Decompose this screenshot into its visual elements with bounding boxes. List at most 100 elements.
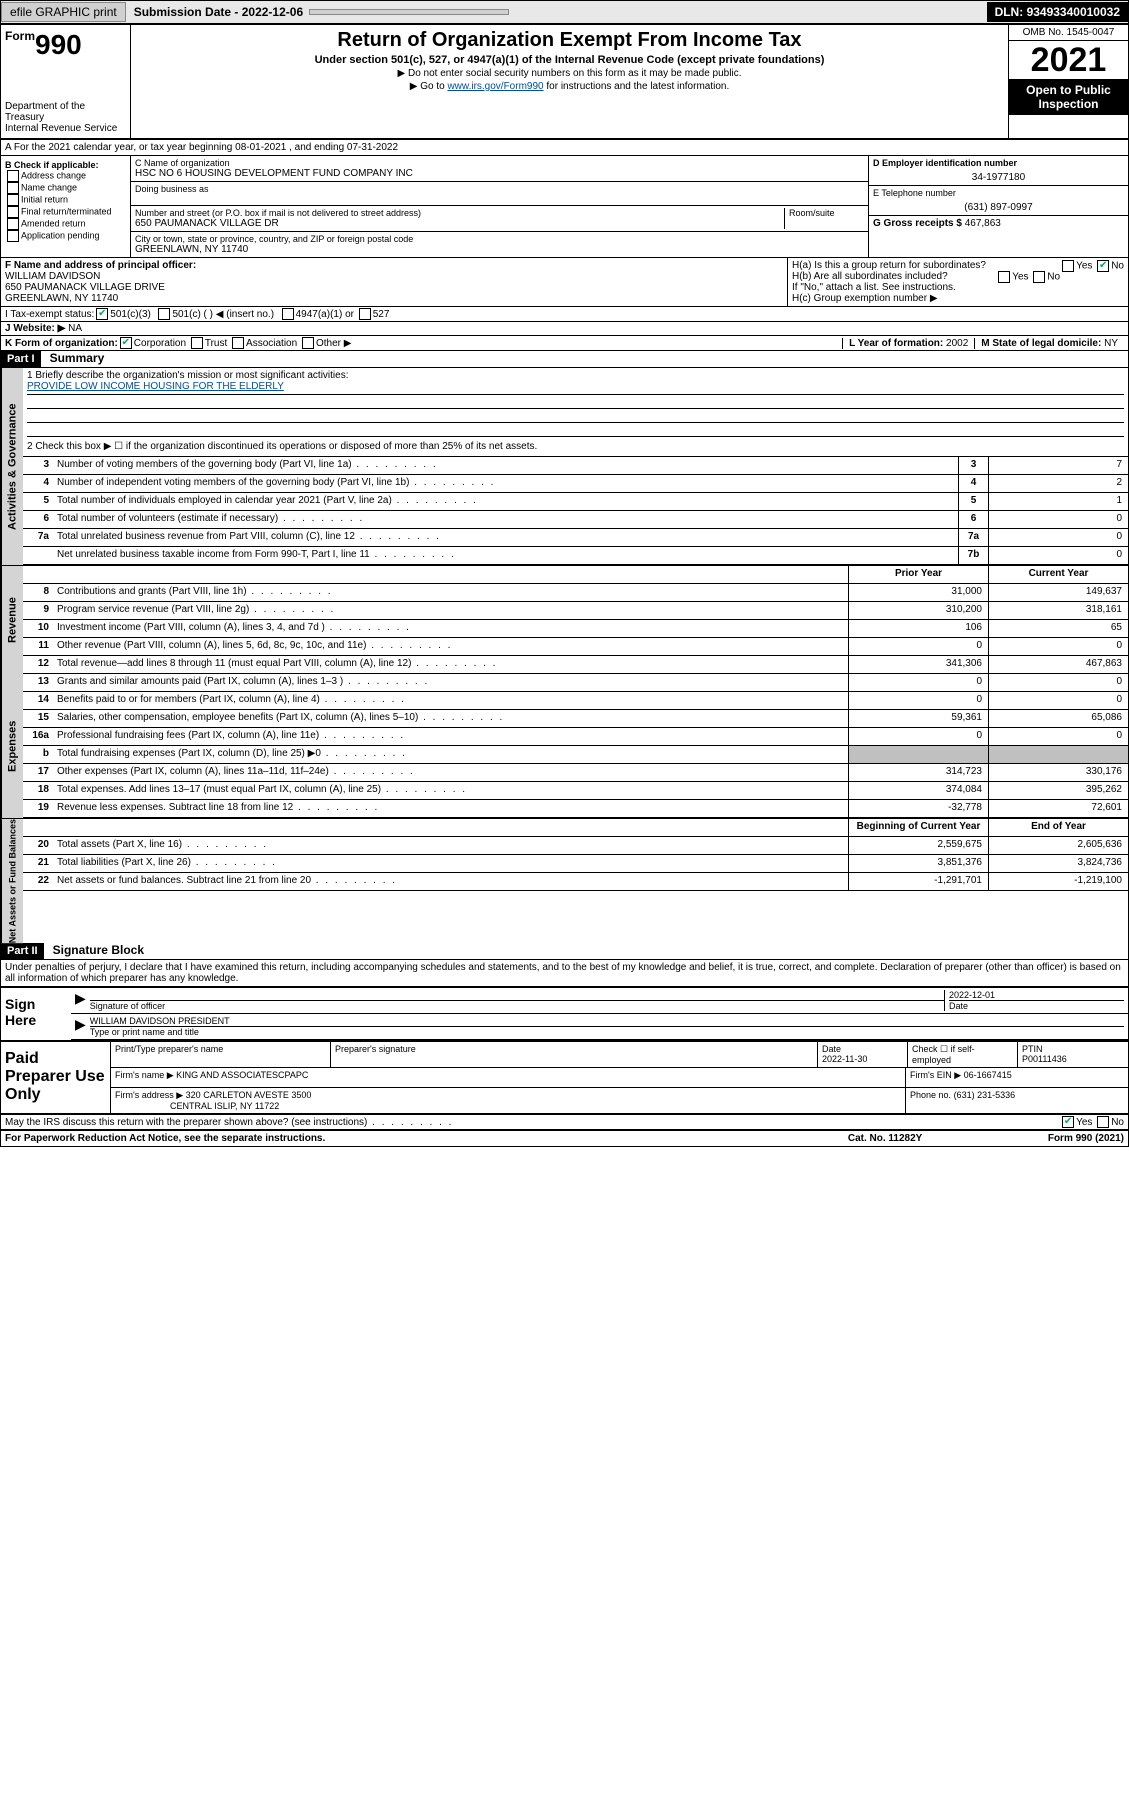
cb-501c[interactable] [158, 308, 170, 320]
header-center: Return of Organization Exempt From Incom… [131, 25, 1008, 138]
table-row: 3Number of voting members of the governi… [23, 457, 1128, 475]
paid-preparer-row: Paid Preparer Use Only Print/Type prepar… [1, 1040, 1128, 1115]
col-d-ein: D Employer identification number 34-1977… [868, 156, 1128, 257]
governance-section: Activities & Governance 1 Briefly descri… [1, 368, 1128, 565]
part1-header: Part I Summary [1, 351, 1128, 368]
section-bcd: B Check if applicable: Address change Na… [1, 156, 1128, 258]
header-right: OMB No. 1545-0047 2021 Open to Public In… [1008, 25, 1128, 138]
cb-initial-return[interactable] [7, 194, 19, 206]
cb-discuss-no[interactable] [1097, 1116, 1109, 1128]
h-group: H(a) Is this a group return for subordin… [788, 258, 1128, 306]
cb-ha-no[interactable] [1097, 260, 1109, 272]
table-row: 4Number of independent voting members of… [23, 475, 1128, 493]
cb-501c3[interactable] [96, 308, 108, 320]
gross-row: G Gross receipts $ 467,863 [869, 216, 1128, 240]
table-row: 12Total revenue—add lines 8 through 11 (… [23, 656, 1128, 674]
phone-value: (631) 897-0997 [873, 202, 1124, 213]
table-row: 22Net assets or fund balances. Subtract … [23, 873, 1128, 891]
cb-final-return[interactable] [7, 206, 19, 218]
phone-row: E Telephone number (631) 897-0997 [869, 186, 1128, 216]
table-row: 15Salaries, other compensation, employee… [23, 710, 1128, 728]
org-city: GREENLAWN, NY 11740 [135, 244, 864, 255]
cb-ha-yes[interactable] [1062, 260, 1074, 272]
header-left: Form990 Department of the Treasury Inter… [1, 25, 131, 138]
note-link: ▶ Go to www.irs.gov/Form990 for instruct… [135, 81, 1004, 92]
city-row: City or town, state or province, country… [131, 232, 868, 257]
side-expenses: Expenses [1, 674, 23, 818]
col-b-checkboxes: B Check if applicable: Address change Na… [1, 156, 131, 257]
discuss-row: May the IRS discuss this return with the… [1, 1115, 1128, 1131]
tax-year: 2021 [1009, 41, 1128, 79]
form-page: Form990 Department of the Treasury Inter… [0, 24, 1129, 1147]
rev-header-row: Prior YearCurrent Year [23, 566, 1128, 584]
dept-label: Department of the Treasury [5, 101, 126, 123]
form-title: Return of Organization Exempt From Incom… [135, 29, 1004, 52]
section-fh: F Name and address of principal officer:… [1, 258, 1128, 307]
ein-value: 34-1977180 [873, 172, 1124, 183]
cb-app-pending[interactable] [7, 230, 19, 242]
submission-date-label: Submission Date - 2022-12-06 [128, 3, 309, 21]
sign-here-row: Sign Here ▶Signature of officer2022-12-0… [1, 986, 1128, 1040]
table-row: 5Total number of individuals employed in… [23, 493, 1128, 511]
cb-527[interactable] [359, 308, 371, 320]
addr-row: Number and street (or P.O. box if mail i… [131, 206, 868, 232]
cb-amended[interactable] [7, 218, 19, 230]
table-row: 6Total number of volunteers (estimate if… [23, 511, 1128, 529]
irs-link[interactable]: www.irs.gov/Form990 [447, 81, 543, 92]
cb-trust[interactable] [191, 337, 203, 349]
signature-block: Under penalties of perjury, I declare th… [1, 960, 1128, 1131]
table-row: 13Grants and similar amounts paid (Part … [23, 674, 1128, 692]
side-revenue: Revenue [1, 566, 23, 674]
net-header-row: Beginning of Current YearEnd of Year [23, 819, 1128, 837]
org-address: 650 PAUMANACK VILLAGE DR [135, 218, 784, 229]
dropdown-button[interactable] [309, 9, 509, 15]
mission-text[interactable]: PROVIDE LOW INCOME HOUSING FOR THE ELDER… [27, 381, 284, 392]
efile-button[interactable]: efile GRAPHIC print [1, 2, 126, 22]
form-ref: Form 990 (2021) [1048, 1133, 1124, 1144]
org-name: HSC NO 6 HOUSING DEVELOPMENT FUND COMPAN… [135, 168, 864, 179]
cb-other[interactable] [302, 337, 314, 349]
ein-row: D Employer identification number 34-1977… [869, 156, 1128, 186]
row-a-taxyear: A For the 2021 calendar year, or tax yea… [1, 140, 1128, 156]
col-c-org: C Name of organization HSC NO 6 HOUSING … [131, 156, 868, 257]
cb-assoc[interactable] [232, 337, 244, 349]
row-klm: K Form of organization: Corporation Trus… [1, 336, 1128, 351]
dba-row: Doing business as [131, 182, 868, 206]
part2-header: Part II Signature Block [1, 943, 1128, 960]
toolbar: efile GRAPHIC print Submission Date - 20… [0, 0, 1129, 24]
table-row: 16aProfessional fundraising fees (Part I… [23, 728, 1128, 746]
inspection-label: Open to Public Inspection [1009, 79, 1128, 115]
row-j-website: J Website: ▶ NA [1, 322, 1128, 336]
cb-discuss-yes[interactable] [1062, 1116, 1074, 1128]
side-netassets: Net Assets or Fund Balances [1, 819, 23, 943]
cb-name-change[interactable] [7, 182, 19, 194]
cb-4947[interactable] [282, 308, 294, 320]
table-row: 18Total expenses. Add lines 13–17 (must … [23, 782, 1128, 800]
cb-corp[interactable] [120, 337, 132, 349]
table-row: bTotal fundraising expenses (Part IX, co… [23, 746, 1128, 764]
page-footer: For Paperwork Reduction Act Notice, see … [1, 1131, 1128, 1146]
gross-receipts: 467,863 [965, 218, 1001, 229]
sign-here-label: Sign Here [1, 988, 71, 1040]
side-governance: Activities & Governance [1, 368, 23, 565]
table-row: 20Total assets (Part X, line 16)2,559,67… [23, 837, 1128, 855]
table-row: 9Program service revenue (Part VIII, lin… [23, 602, 1128, 620]
declaration-text: Under penalties of perjury, I declare th… [1, 960, 1128, 986]
mission-block: 1 Briefly describe the organization's mi… [23, 368, 1128, 439]
note-ssn: ▶ Do not enter social security numbers o… [135, 68, 1004, 79]
dln-label: DLN: 93493340010032 [987, 2, 1128, 22]
row-i-status: I Tax-exempt status: 501(c)(3) 501(c) ( … [1, 307, 1128, 322]
table-row: 7aTotal unrelated business revenue from … [23, 529, 1128, 547]
omb-number: OMB No. 1545-0047 [1009, 25, 1128, 41]
irs-label: Internal Revenue Service [5, 123, 126, 134]
netassets-section: Net Assets or Fund Balances Beginning of… [1, 818, 1128, 943]
table-row: 14Benefits paid to or for members (Part … [23, 692, 1128, 710]
table-row: 11Other revenue (Part VIII, column (A), … [23, 638, 1128, 656]
b-label: B Check if applicable: [5, 160, 126, 170]
cb-hb-no[interactable] [1033, 271, 1045, 283]
cb-address-change[interactable] [7, 170, 19, 182]
table-row: 10Investment income (Part VIII, column (… [23, 620, 1128, 638]
revenue-section: Revenue Prior YearCurrent Year 8Contribu… [1, 565, 1128, 674]
cb-hb-yes[interactable] [998, 271, 1010, 283]
row-q2: 2 Check this box ▶ ☐ if the organization… [23, 439, 1128, 457]
